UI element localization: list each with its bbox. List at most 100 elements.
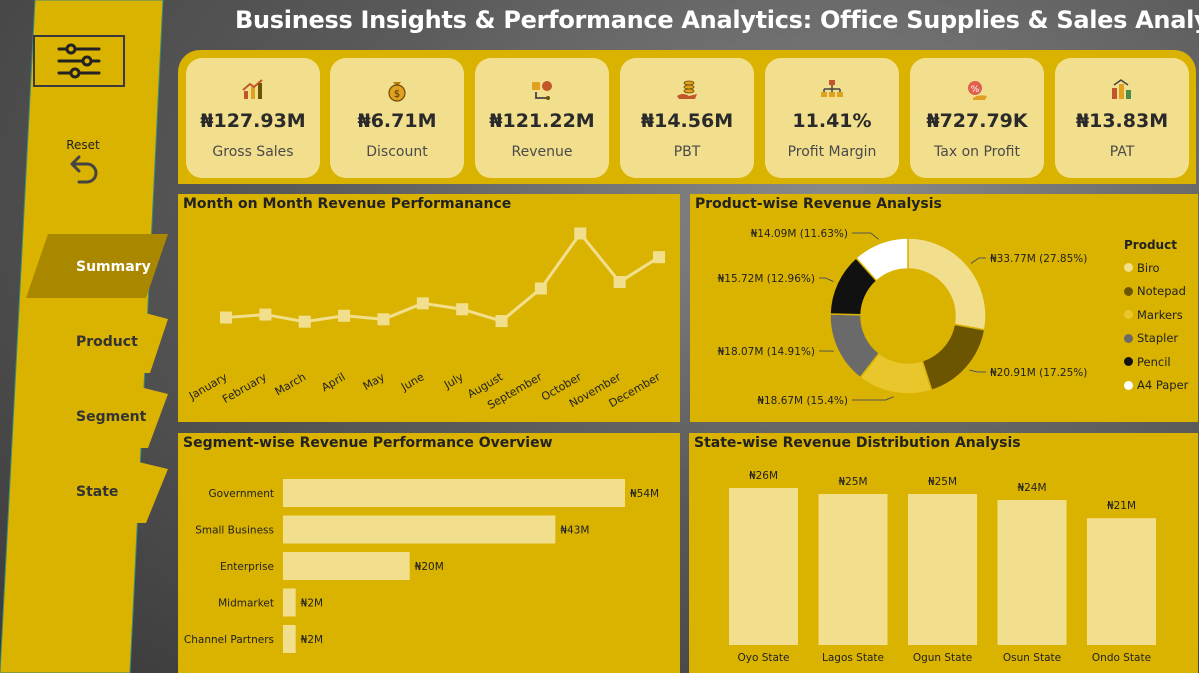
kpi-label: Profit Margin bbox=[787, 144, 877, 160]
x-tick-label: Ogun State bbox=[913, 652, 972, 664]
bar-data-label: ₦24M bbox=[1017, 482, 1046, 494]
kpi-card-pbt: ₦14.56M PBT bbox=[620, 58, 754, 178]
kpi-value: ₦13.83M bbox=[1075, 110, 1169, 132]
kpi-value: ₦14.56M bbox=[640, 110, 734, 132]
legend-item[interactable]: Stapler bbox=[1124, 327, 1188, 351]
bar-data-label: ₦20M bbox=[415, 561, 444, 573]
line-point bbox=[495, 315, 508, 328]
bar-data-label: ₦54M bbox=[630, 488, 659, 500]
legend-marker-icon bbox=[1124, 310, 1133, 320]
nav-segment-label: Segment bbox=[76, 409, 147, 425]
product-revenue-title: Product-wise Revenue Analysis bbox=[695, 196, 942, 212]
bar-data-label: ₦26M bbox=[749, 470, 778, 482]
coins-hand-icon bbox=[677, 80, 697, 99]
product-revenue-panel: Product-wise Revenue Analysis ₦33.77M (2… bbox=[690, 194, 1198, 422]
nav-state[interactable]: State bbox=[0, 459, 168, 525]
donut-slice bbox=[921, 323, 986, 392]
kpi-label: Tax on Profit bbox=[934, 144, 1020, 160]
x-tick-label: Lagos State bbox=[822, 652, 884, 664]
leader-line bbox=[969, 369, 986, 373]
filter-panel-button[interactable] bbox=[33, 35, 125, 87]
nav-summary[interactable]: Summary bbox=[26, 234, 168, 300]
state-bar bbox=[818, 494, 888, 645]
legend-marker-icon bbox=[1124, 357, 1133, 367]
bar-data-label: ₦43M bbox=[560, 525, 589, 537]
state-bar bbox=[997, 500, 1067, 645]
y-tick-label: Enterprise bbox=[220, 561, 274, 573]
sidebar: Reset Summary Product Segment State bbox=[0, 0, 175, 673]
segment-bar bbox=[283, 479, 625, 507]
nav-tab-shape bbox=[126, 459, 168, 523]
slice-data-label: ₦18.67M (15.4%) bbox=[757, 395, 848, 407]
segment-revenue-title: Segment-wise Revenue Performance Overvie… bbox=[183, 435, 553, 451]
kpi-label: PBT bbox=[673, 144, 701, 160]
leader-line bbox=[852, 232, 880, 240]
reset-button[interactable]: Reset bbox=[58, 138, 108, 192]
legend-item[interactable]: Notepad bbox=[1124, 280, 1188, 304]
legend-item[interactable]: Pencil bbox=[1124, 350, 1188, 374]
legend-label: Notepad bbox=[1137, 284, 1186, 299]
x-tick-label: Osun State bbox=[1003, 652, 1061, 664]
state-bar bbox=[1087, 518, 1156, 645]
bar-data-label: ₦25M bbox=[838, 476, 867, 488]
state-revenue-title: State-wise Revenue Distribution Analysis bbox=[694, 435, 1021, 451]
legend-item[interactable]: Biro bbox=[1124, 256, 1188, 280]
monthly-revenue-title: Month on Month Revenue Performanance bbox=[183, 196, 512, 212]
nav-tab-shape bbox=[130, 309, 168, 373]
bar-data-label: ₦2M bbox=[301, 634, 323, 646]
x-tick-label: May bbox=[361, 370, 388, 393]
kpi-label: Discount bbox=[366, 144, 428, 160]
x-tick-label: July bbox=[441, 370, 466, 392]
legend-title: Product bbox=[1124, 238, 1177, 252]
undo-arrow-icon bbox=[70, 155, 98, 184]
svg-text:%: % bbox=[971, 85, 980, 95]
kpi-value: ₦121.22M bbox=[489, 110, 595, 132]
legend-label: Stapler bbox=[1137, 331, 1179, 346]
line-point bbox=[613, 276, 626, 289]
kpi-label: Gross Sales bbox=[212, 144, 294, 160]
kpi-card-profit-margin: 11.41% Profit Margin bbox=[765, 58, 899, 178]
x-tick-label: February bbox=[220, 370, 269, 406]
nav-segment[interactable]: Segment bbox=[0, 384, 168, 450]
state-bar bbox=[729, 488, 798, 645]
leader-line bbox=[970, 257, 986, 264]
legend-label: Biro bbox=[1137, 260, 1160, 275]
kpi-label: Revenue bbox=[511, 144, 573, 160]
legend-marker-icon bbox=[1124, 380, 1133, 390]
y-tick-label: Midmarket bbox=[218, 598, 274, 610]
legend-label: Markers bbox=[1137, 307, 1183, 322]
nav-product[interactable]: Product bbox=[0, 309, 168, 375]
kpi-value: ₦727.79K bbox=[926, 110, 1028, 132]
state-bar bbox=[908, 494, 977, 645]
dashboard-title: Business Insights & Performance Analytic… bbox=[235, 6, 1199, 34]
y-tick-label: Channel Partners bbox=[184, 634, 274, 646]
segment-bar bbox=[283, 552, 410, 580]
slice-data-label: ₦18.07M (14.91%) bbox=[718, 346, 815, 358]
line-point bbox=[653, 251, 665, 264]
line-point bbox=[574, 227, 587, 240]
sliders-icon bbox=[57, 43, 101, 79]
kpi-label: PAT bbox=[1109, 144, 1135, 160]
nav-active-shape bbox=[26, 234, 168, 298]
hierarchy-icon bbox=[821, 80, 843, 97]
kpi-value: ₦127.93M bbox=[200, 110, 306, 132]
line-point bbox=[534, 282, 547, 295]
state-revenue-chart: ₦26M Oyo State ₦25M Lagos State ₦25M Ogun Sta… bbox=[729, 470, 1156, 664]
reset-label: Reset bbox=[66, 138, 100, 152]
bar-data-label: ₦2M bbox=[301, 598, 323, 610]
legend-marker-icon bbox=[1124, 286, 1133, 296]
legend-item[interactable]: A4 Paper bbox=[1124, 374, 1188, 398]
x-tick-label: Oyo State bbox=[737, 652, 789, 664]
kpi-card-pat: ₦13.83M PAT bbox=[1055, 58, 1189, 178]
line-point bbox=[220, 311, 232, 324]
bar-data-label: ₦21M bbox=[1107, 500, 1136, 512]
profit-bars-icon bbox=[1112, 79, 1131, 99]
x-tick-label: June bbox=[398, 370, 426, 394]
segment-bar bbox=[283, 515, 556, 544]
segment-bar bbox=[283, 588, 296, 617]
kpi-card-tax-on-profit: % ₦727.79K Tax on Profit bbox=[910, 58, 1044, 178]
x-tick-label: April bbox=[319, 370, 347, 394]
sidebar-background bbox=[0, 0, 164, 673]
legend-item[interactable]: Markers bbox=[1124, 303, 1188, 327]
